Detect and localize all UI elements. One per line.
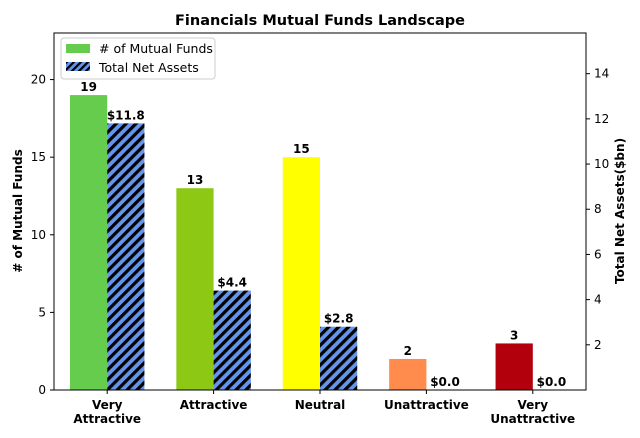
- bar-funds: [69, 95, 108, 390]
- x-tick-label-line: Unattractive: [490, 412, 575, 426]
- y-tick-label: 0: [38, 383, 46, 397]
- x-tick-label-line: Unattractive: [384, 398, 469, 412]
- bar-funds: [176, 188, 214, 390]
- data-label-assets: $11.8: [107, 108, 145, 122]
- chart-title: Financials Mutual Funds Landscape: [175, 13, 465, 29]
- bar-assets: [320, 326, 358, 390]
- y2-tick-label: 14: [594, 67, 609, 81]
- legend-frame: [60, 37, 216, 80]
- bar-assets: [107, 123, 145, 390]
- plot-frame: [53, 32, 587, 391]
- x-tick-label: Attractive: [180, 398, 248, 412]
- x-tick-label-line: Attractive: [180, 398, 248, 412]
- data-label-assets: $2.8: [324, 312, 354, 326]
- y2-tick-label: 6: [594, 247, 602, 261]
- x-tick-label: Unattractive: [384, 398, 469, 412]
- y2-tick-label: 12: [594, 112, 609, 126]
- y2-tick-label: 4: [594, 293, 602, 307]
- bar-funds: [495, 343, 533, 390]
- data-label-funds: 19: [80, 80, 97, 94]
- x-tick-label-line: Very: [518, 398, 549, 412]
- data-label-funds: 3: [510, 328, 518, 342]
- x-tick-label-line: Neutral: [295, 398, 346, 412]
- x-tick-label: Very Attractive: [73, 398, 141, 426]
- x-tick-label: Neutral: [295, 398, 346, 412]
- y2-tick-label: 8: [594, 202, 602, 216]
- legend: # of Mutual Funds Total Net Assets: [60, 37, 216, 80]
- y2-tick-label: 2: [594, 338, 602, 352]
- x-tick-label-line: Attractive: [73, 412, 141, 426]
- data-label-assets: $0.0: [537, 375, 567, 389]
- data-label-funds: 2: [404, 344, 412, 358]
- bar-assets: [213, 290, 251, 390]
- x-tick-label: Very Unattractive: [490, 398, 575, 426]
- data-label-assets: $0.0: [430, 375, 460, 389]
- bar-funds: [389, 358, 427, 390]
- x-tick-label-line: Very: [92, 398, 123, 412]
- data-label-assets: $4.4: [217, 276, 247, 290]
- y-tick-label: 10: [31, 228, 46, 242]
- legend-swatch-funds: [66, 44, 90, 53]
- y-tick-label: 15: [31, 150, 46, 164]
- y-axis-label: # of Mutual Funds: [11, 149, 25, 272]
- y-tick-label: 5: [38, 305, 46, 319]
- legend-swatch-assets: [66, 62, 90, 71]
- y2-tick-label: 10: [594, 157, 609, 171]
- y-tick-label: 20: [31, 73, 46, 87]
- y2-axis-label: Total Net Assets($bn): [613, 138, 627, 284]
- legend-label-funds: # of Mutual Funds: [99, 41, 213, 56]
- data-label-funds: 15: [293, 142, 310, 156]
- legend-label-assets: Total Net Assets: [98, 60, 199, 75]
- data-label-funds: 13: [187, 173, 204, 187]
- bar-funds: [282, 157, 320, 390]
